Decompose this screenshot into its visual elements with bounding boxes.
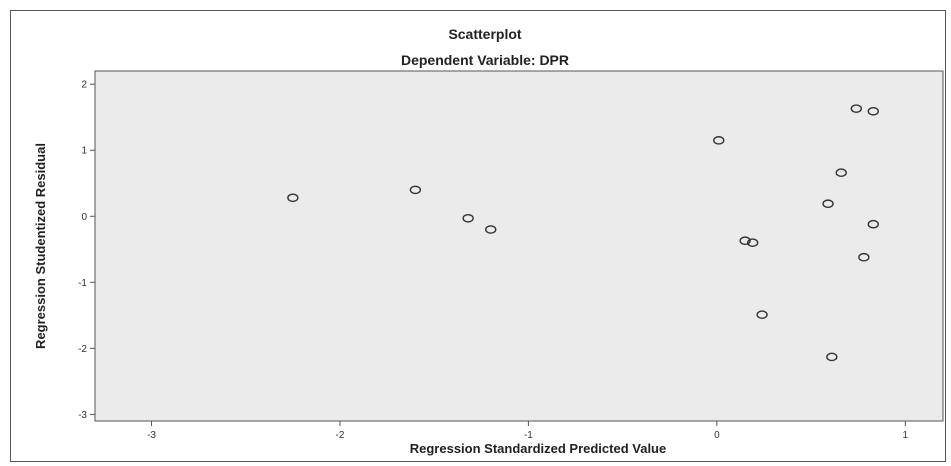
data-point	[850, 104, 863, 113]
data-point	[835, 168, 847, 177]
y-tick-label: -2	[78, 344, 87, 355]
y-tick-label: 1	[81, 146, 87, 157]
data-point	[858, 252, 870, 262]
x-tick-label: -1	[524, 430, 533, 441]
y-tick-label: 2	[81, 80, 87, 91]
data-point	[485, 225, 497, 234]
data-point	[409, 185, 422, 195]
data-point	[713, 136, 725, 145]
data-point	[867, 219, 879, 229]
plot-area	[94, 70, 944, 422]
chart-title: Scatterplot	[448, 26, 521, 42]
data-point	[826, 352, 838, 362]
x-tick-label: -2	[336, 430, 345, 441]
x-tick-label: 0	[714, 430, 720, 441]
y-tick-label: -1	[78, 278, 87, 289]
x-tick-label: -3	[147, 430, 156, 441]
y-tick-label: -3	[78, 410, 87, 421]
data-point	[756, 310, 768, 319]
chart-frame: Scatterplot Dependent Variable: DPR -3 -2…	[10, 10, 946, 462]
y-tick-label: 0	[81, 212, 87, 223]
data-point	[739, 236, 751, 246]
data-point	[287, 193, 299, 203]
axis-ticks: -3 -2 -1 0 1 2 -3 -2 -1 0 1	[78, 80, 908, 441]
chart-subtitle: Dependent Variable: DPR	[401, 52, 569, 68]
data-point	[822, 199, 834, 209]
x-tick-label: 1	[903, 430, 909, 441]
y-axis-label: Regression Studentized Residual	[33, 143, 48, 349]
data-point	[867, 106, 879, 116]
data-point	[746, 238, 759, 247]
scatterplot-chart: Scatterplot Dependent Variable: DPR -3 -2…	[33, 26, 944, 456]
data-point	[462, 213, 474, 223]
x-axis-label: Regression Standardized Predicted Value	[410, 441, 666, 456]
data-points	[287, 104, 879, 362]
